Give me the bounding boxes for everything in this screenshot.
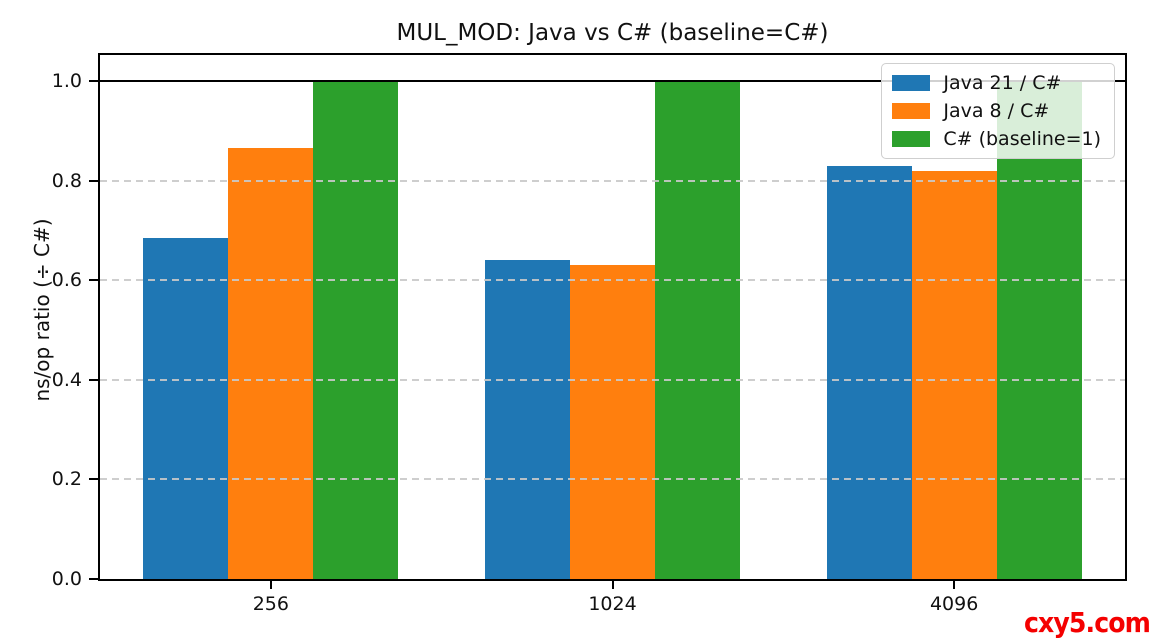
bar-4096-series2	[996, 80, 1082, 579]
legend: Java 21 / C# Java 8 / C# C# (baseline=1)	[881, 63, 1115, 159]
y-tick-mark	[89, 79, 98, 82]
legend-label-csharp: C# (baseline=1)	[943, 128, 1101, 150]
x-tick-mark	[953, 581, 956, 589]
bar-256-series1	[228, 148, 314, 579]
y-tick-label: 0.8	[51, 169, 82, 192]
y-tick-label: 0.2	[51, 468, 82, 491]
bar-1024-series0	[485, 260, 570, 579]
y-tick-mark	[89, 378, 98, 381]
plot-area: Java 21 / C# Java 8 / C# C# (baseline=1)…	[52, 53, 1127, 615]
bar-1024-series1	[570, 265, 655, 579]
legend-swatch-java21	[892, 75, 931, 91]
y-tick-label: 0.4	[51, 368, 82, 391]
y-tick-label: 0.6	[51, 269, 82, 292]
legend-item-java21: Java 21 / C#	[892, 72, 1101, 94]
y-tick-label: 0.0	[51, 568, 82, 590]
gridline-0.8	[100, 179, 1125, 182]
x-tick-mark	[611, 581, 614, 589]
legend-label-java21: Java 21 / C#	[943, 72, 1062, 94]
y-tick-mark	[89, 478, 98, 481]
gridline-0.6	[100, 279, 1125, 282]
x-tick-label: 1024	[588, 593, 637, 615]
x-tick-mark	[269, 581, 272, 589]
y-tick-label: 1.0	[51, 69, 82, 92]
legend-label-java8: Java 8 / C#	[943, 100, 1050, 122]
y-tick-mark	[89, 578, 98, 580]
legend-item-csharp: C# (baseline=1)	[892, 128, 1101, 150]
legend-item-java8: Java 8 / C#	[892, 100, 1101, 122]
bar-4096-series1	[911, 170, 997, 579]
legend-swatch-java8	[892, 103, 931, 119]
bar-1024-series2	[655, 80, 740, 579]
bar-256-series2	[313, 80, 399, 579]
y-tick-mark	[89, 179, 98, 182]
gridlines-layer	[100, 55, 1125, 579]
watermark: cxy5.com	[1023, 606, 1151, 639]
x-tick-label: 4096	[929, 593, 979, 615]
bar-256-series0	[143, 237, 229, 579]
gridline-0.2	[100, 478, 1125, 481]
bar-4096-series0	[826, 165, 912, 579]
bars-layer	[100, 55, 1125, 579]
x-tick-label: 256	[252, 593, 289, 615]
gridline-0.4	[100, 378, 1125, 381]
baseline-line	[100, 79, 1125, 82]
chart-title: MUL_MOD: Java vs C# (baseline=C#)	[396, 20, 829, 46]
legend-swatch-csharp	[892, 131, 931, 147]
y-tick-mark	[89, 279, 98, 282]
